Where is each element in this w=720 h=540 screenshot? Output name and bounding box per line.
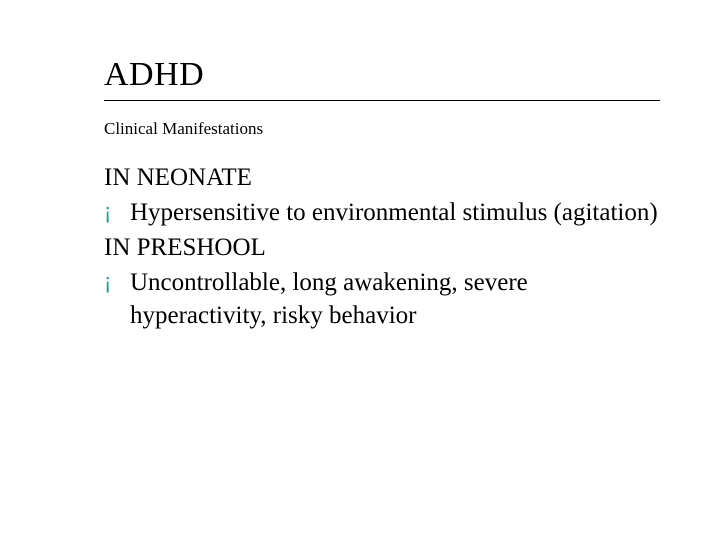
slide-container: ADHD Clinical Manifestations IN NEONATE … xyxy=(0,0,720,540)
bullet-item: ¡ Uncontrollable, long awakening, severe… xyxy=(104,266,660,332)
slide-title: ADHD xyxy=(104,56,660,94)
bullet-item: ¡ Hypersensitive to environmental stimul… xyxy=(104,196,660,229)
bullet-text: Hypersensitive to environmental stimulus… xyxy=(130,196,660,229)
section-heading: IN PRESHOOL xyxy=(104,231,660,264)
bullet-text: Uncontrollable, long awakening, severe h… xyxy=(130,266,660,332)
title-underline xyxy=(104,100,660,101)
slide-subtitle: Clinical Manifestations xyxy=(104,119,660,139)
bullet-icon: ¡ xyxy=(104,196,130,228)
section-heading: IN NEONATE xyxy=(104,161,660,194)
slide-body: IN NEONATE ¡ Hypersensitive to environme… xyxy=(104,161,660,332)
bullet-icon: ¡ xyxy=(104,266,130,298)
